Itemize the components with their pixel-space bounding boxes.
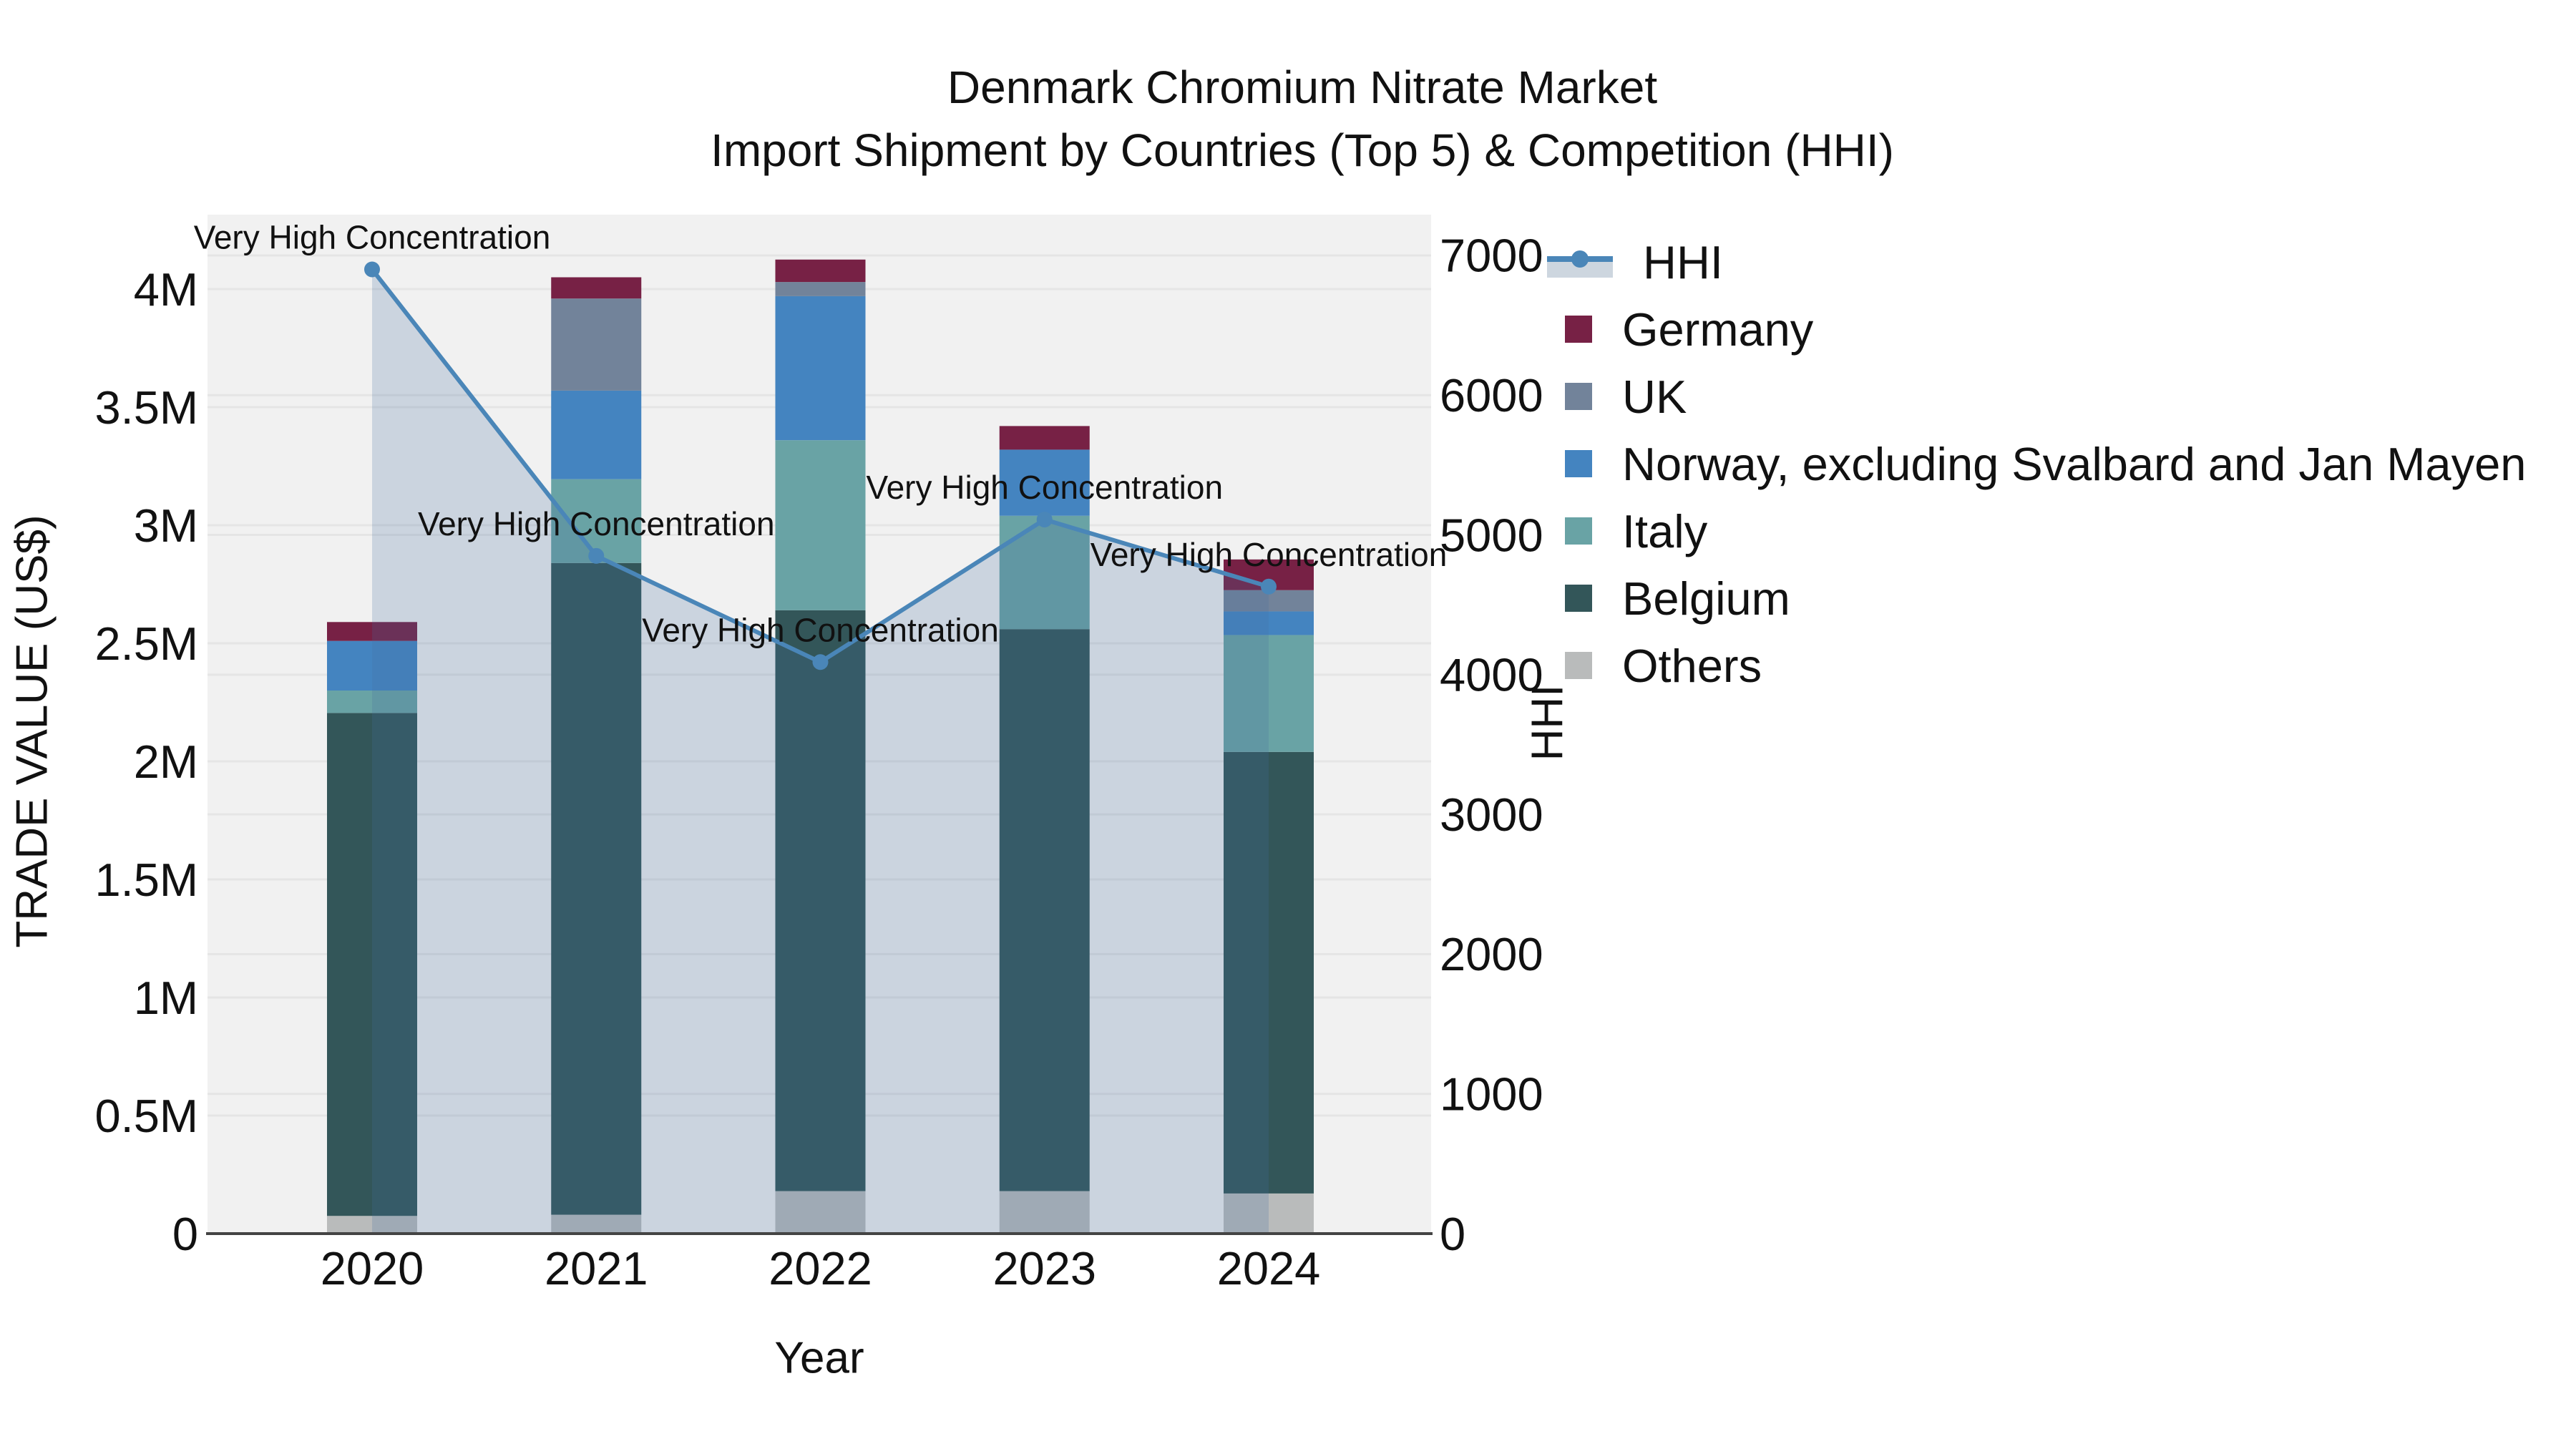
- x-tick-label: 2024: [1217, 1242, 1321, 1294]
- hhi-area-fill: [372, 269, 1269, 1234]
- annotation-very-high-concentration: Very High Concentration: [418, 505, 775, 542]
- bar-segment-belgium-2024: [1224, 751, 1314, 1194]
- y-right-tick-label: 7000: [1440, 230, 1543, 282]
- bar-segment-others-2021: [551, 1214, 642, 1234]
- bar-segment-norway-2022: [775, 296, 866, 441]
- bar-segment-norway-2023: [999, 449, 1090, 516]
- bar-segment-norway-2024: [1224, 611, 1314, 635]
- y-right-tick-label: 5000: [1440, 509, 1543, 561]
- chart-title-line2: Import Shipment by Countries (Top 5) & C…: [711, 125, 1894, 176]
- bar-segment-germany-2022: [775, 259, 866, 283]
- bar-segment-belgium-2021: [551, 562, 642, 1215]
- hhi-marker-2021: [588, 547, 605, 564]
- y-right-tick-label: 6000: [1440, 369, 1543, 421]
- chart-title-line1: Denmark Chromium Nitrate Market: [947, 62, 1658, 113]
- hhi-marker-2022: [812, 654, 829, 670]
- y-right-tick-label: 2000: [1440, 928, 1543, 980]
- bar-segment-italy-2024: [1224, 635, 1314, 752]
- bar-segment-others-2022: [775, 1191, 866, 1234]
- bar-segment-germany-2020: [327, 622, 417, 641]
- hhi-marker-2023: [1036, 512, 1053, 528]
- annotation-very-high-concentration: Very High Concentration: [866, 469, 1223, 506]
- hhi-marker-2024: [1261, 578, 1277, 595]
- bar-segment-others-2023: [999, 1191, 1090, 1234]
- annotation-very-high-concentration: Very High Concentration: [642, 611, 999, 648]
- x-tick-label: 2020: [321, 1242, 424, 1294]
- bar-segment-italy-2020: [327, 691, 417, 713]
- annotation-very-high-concentration: Very High Concentration: [194, 219, 551, 256]
- y-left-tick-label: 0.5M: [94, 1090, 198, 1142]
- x-tick-label: 2023: [992, 1242, 1096, 1294]
- annotation-very-high-concentration: Very High Concentration: [1091, 536, 1448, 573]
- bar-segment-norway-2020: [327, 640, 417, 691]
- y-left-axis-title: TRADE VALUE (US$): [7, 514, 57, 948]
- y-right-axis-title: HHI: [1523, 684, 1573, 761]
- y-right-tick-label: 0: [1440, 1208, 1465, 1260]
- bar-segment-germany-2021: [551, 277, 642, 299]
- bar-segment-uk-2022: [775, 282, 866, 296]
- bar-segment-uk-2021: [551, 298, 642, 391]
- hhi-marker-2020: [364, 261, 380, 278]
- bar-segment-italy-2022: [775, 440, 866, 610]
- y-left-tick-label: 3.5M: [94, 381, 198, 434]
- y-left-tick-label: 0: [172, 1208, 198, 1260]
- x-tick-label: 2022: [769, 1242, 872, 1294]
- y-left-tick-label: 3M: [134, 499, 198, 552]
- bar-segment-norway-2021: [551, 390, 642, 479]
- bar-segment-belgium-2020: [327, 713, 417, 1216]
- chart-title: Denmark Chromium Nitrate Market Import S…: [0, 56, 2576, 182]
- bar-segment-others-2020: [327, 1216, 417, 1234]
- x-tick-label: 2021: [545, 1242, 648, 1294]
- y-right-tick-label: 3000: [1440, 789, 1543, 841]
- y-left-tick-label: 1.5M: [94, 854, 198, 906]
- bar-segment-belgium-2023: [999, 629, 1090, 1191]
- bar-segment-others-2024: [1224, 1193, 1314, 1234]
- y-left-tick-label: 1M: [134, 972, 198, 1024]
- y-left-tick-label: 4M: [134, 263, 198, 316]
- y-left-tick-label: 2.5M: [94, 618, 198, 670]
- x-axis-title: Year: [774, 1333, 864, 1383]
- y-left-tick-label: 2M: [134, 736, 198, 788]
- bar-segment-belgium-2022: [775, 610, 866, 1191]
- bar-segment-germany-2023: [999, 426, 1090, 450]
- y-right-tick-label: 1000: [1440, 1068, 1543, 1120]
- y-right-tick-label: 4000: [1440, 649, 1543, 701]
- bar-segment-italy-2023: [999, 515, 1090, 630]
